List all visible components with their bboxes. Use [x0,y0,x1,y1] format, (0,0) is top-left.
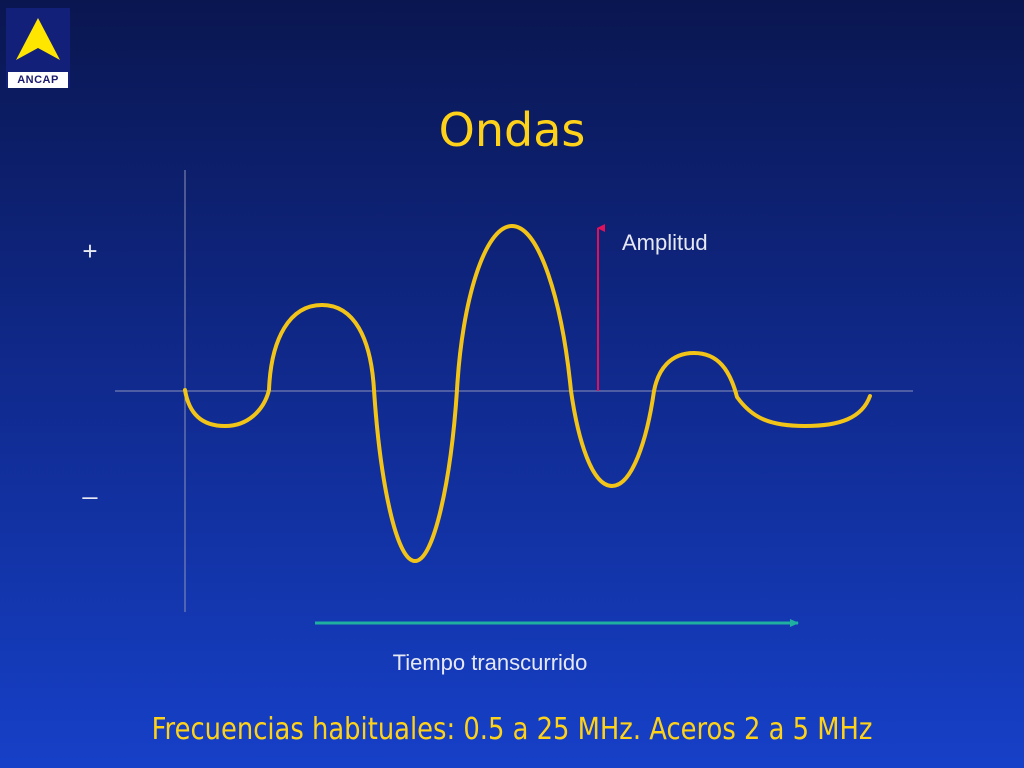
frequency-note: Frecuencias habituales: 0.5 a 25 MHz. Ac… [151,712,873,747]
plus-label: + [82,236,97,266]
amplitude-label: Amplitud [622,230,708,255]
page-title: Ondas [438,103,586,157]
ancap-logo: ANCAP [6,8,70,88]
triangle-logo-icon [16,18,60,60]
time-label: Tiempo transcurrido [393,650,588,675]
minus-label: _ [82,470,98,500]
logo-text: ANCAP [8,72,68,88]
waveform [183,224,872,563]
